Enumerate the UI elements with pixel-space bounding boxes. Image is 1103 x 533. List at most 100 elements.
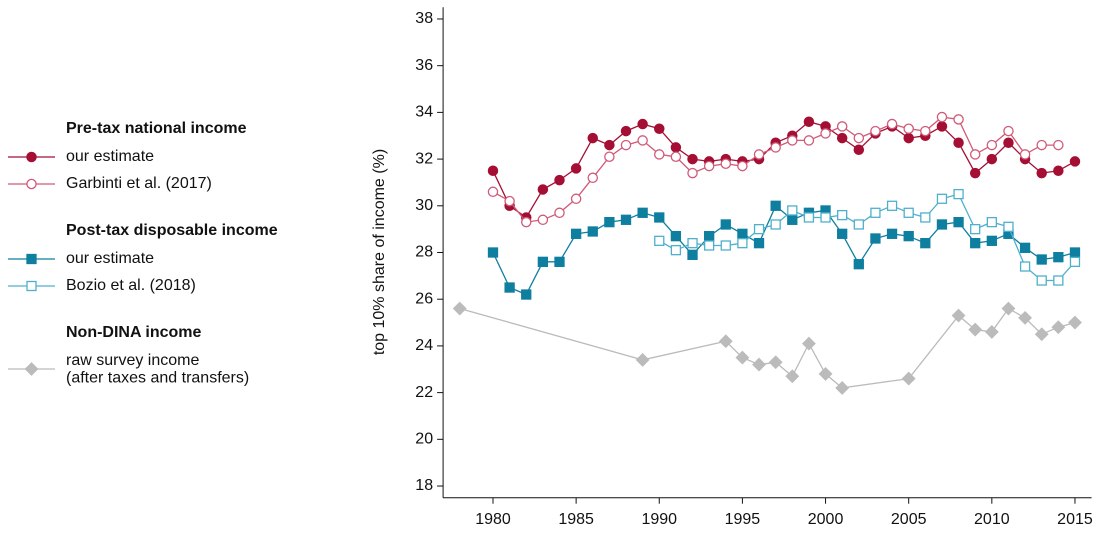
point bbox=[1003, 137, 1014, 148]
point bbox=[654, 235, 665, 246]
point bbox=[737, 160, 748, 172]
legend-marker bbox=[26, 253, 37, 265]
series-line bbox=[658, 193, 1076, 282]
point bbox=[803, 116, 815, 127]
legend-group-title: Non-DINA income bbox=[66, 324, 202, 341]
legend-marker bbox=[26, 151, 37, 163]
x-tick-label: 1980 bbox=[475, 511, 511, 528]
point bbox=[537, 256, 549, 267]
point bbox=[820, 128, 831, 139]
y-tick-label: 24 bbox=[415, 337, 433, 354]
point bbox=[753, 223, 765, 235]
point bbox=[936, 111, 948, 123]
point bbox=[802, 336, 816, 351]
point bbox=[670, 142, 682, 153]
point bbox=[570, 193, 582, 205]
point bbox=[752, 357, 766, 372]
point bbox=[537, 184, 549, 195]
point bbox=[1053, 139, 1064, 151]
point bbox=[803, 212, 815, 223]
point bbox=[953, 137, 964, 148]
point bbox=[837, 209, 848, 221]
point bbox=[654, 149, 665, 160]
point bbox=[670, 231, 682, 242]
y-tick-label: 22 bbox=[415, 384, 433, 401]
point bbox=[1036, 254, 1047, 265]
point bbox=[803, 135, 815, 146]
point bbox=[785, 369, 800, 384]
point bbox=[953, 216, 964, 228]
point bbox=[903, 231, 914, 242]
y-tick-label: 34 bbox=[415, 104, 433, 121]
point bbox=[687, 167, 698, 179]
point bbox=[587, 132, 599, 144]
point bbox=[1069, 256, 1081, 267]
point bbox=[870, 125, 881, 137]
series-line bbox=[459, 307, 1076, 389]
point bbox=[1069, 156, 1081, 167]
point bbox=[620, 125, 632, 137]
point bbox=[718, 334, 733, 349]
point bbox=[704, 231, 715, 242]
y-tick-label: 30 bbox=[415, 197, 433, 214]
point bbox=[504, 195, 515, 207]
point bbox=[984, 324, 999, 339]
point bbox=[604, 216, 615, 228]
point bbox=[853, 219, 864, 230]
point bbox=[936, 121, 948, 132]
y-tick-label: 28 bbox=[415, 244, 433, 261]
point bbox=[787, 135, 798, 146]
point bbox=[504, 282, 515, 293]
point bbox=[570, 228, 582, 239]
point bbox=[737, 228, 748, 239]
point bbox=[620, 214, 632, 225]
y-tick-label: 18 bbox=[415, 477, 433, 494]
legend-label: raw survey income (after taxes and transf… bbox=[66, 352, 249, 387]
point bbox=[903, 207, 914, 218]
point bbox=[670, 151, 682, 163]
point bbox=[836, 121, 848, 132]
point bbox=[554, 174, 565, 186]
point bbox=[969, 167, 981, 179]
point bbox=[986, 235, 997, 246]
point bbox=[986, 216, 997, 228]
point bbox=[1053, 275, 1064, 286]
point bbox=[720, 219, 731, 230]
point bbox=[986, 153, 998, 165]
point bbox=[452, 301, 467, 316]
point bbox=[986, 139, 998, 151]
point bbox=[1003, 221, 1014, 232]
point bbox=[920, 212, 931, 223]
point bbox=[704, 240, 715, 251]
point bbox=[537, 214, 549, 226]
point bbox=[604, 139, 615, 151]
point bbox=[920, 125, 931, 137]
point bbox=[936, 193, 948, 204]
point bbox=[903, 123, 914, 134]
point bbox=[836, 132, 848, 144]
point bbox=[770, 142, 781, 153]
point bbox=[970, 223, 981, 235]
point bbox=[770, 219, 781, 230]
point bbox=[570, 163, 582, 174]
point bbox=[835, 381, 850, 395]
y-tick-label: 36 bbox=[415, 57, 433, 74]
point bbox=[1019, 149, 1031, 160]
point bbox=[1068, 315, 1082, 330]
point bbox=[753, 149, 765, 160]
point bbox=[520, 216, 532, 228]
point bbox=[687, 238, 698, 249]
point bbox=[768, 355, 783, 370]
legend-label: Bozio et al. (2018) bbox=[66, 277, 196, 294]
point bbox=[853, 132, 865, 144]
point bbox=[951, 308, 966, 323]
point bbox=[818, 367, 833, 381]
point bbox=[903, 132, 914, 144]
point bbox=[1036, 139, 1047, 151]
point bbox=[1053, 252, 1064, 263]
point bbox=[487, 247, 499, 258]
point bbox=[654, 123, 665, 134]
y-tick-label: 38 bbox=[415, 10, 433, 27]
point bbox=[604, 151, 615, 163]
